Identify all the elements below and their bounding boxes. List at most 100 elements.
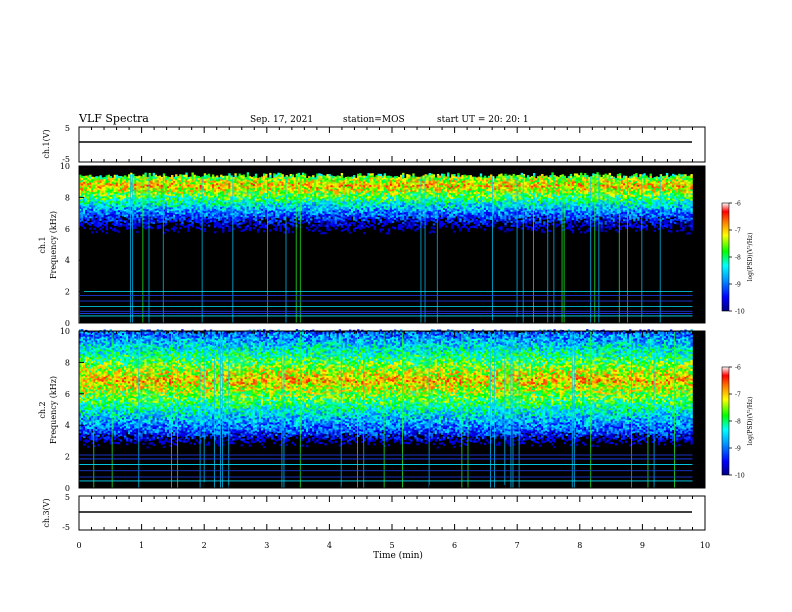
- spec1-cell: [433, 208, 435, 210]
- spec1-cell: [390, 219, 392, 221]
- spec1-cell: [212, 203, 214, 205]
- spec1-cell: [81, 215, 83, 217]
- spec1-cell: [322, 203, 324, 205]
- spec1-cell: [104, 205, 106, 207]
- spec1-cell: [324, 217, 326, 219]
- spec1-cell: [106, 207, 108, 209]
- spec1-cell: [290, 210, 292, 212]
- spec1-cell: [308, 197, 310, 199]
- spec1-cell: [292, 188, 294, 190]
- spec1-cell: [283, 184, 285, 186]
- spec1-cell: [204, 179, 206, 181]
- spec1-cell: [222, 178, 224, 180]
- spec1-cell: [359, 222, 361, 224]
- spec1-cell: [91, 180, 93, 182]
- spec1-cell: [114, 211, 116, 213]
- spec1-cell: [316, 194, 318, 196]
- spec1-cell: [459, 227, 461, 229]
- spec1-cell: [390, 189, 392, 191]
- spec1-cell: [324, 176, 326, 178]
- spec1-cell: [339, 202, 341, 204]
- spec1-cell: [308, 218, 310, 220]
- spec1-cell: [365, 189, 367, 191]
- spec1-cell: [320, 195, 322, 197]
- spec1-cell: [191, 191, 193, 193]
- spec1-cell: [369, 181, 371, 183]
- spec1-cell: [104, 201, 106, 203]
- spec1-cell: [179, 182, 181, 184]
- spec1-cell: [343, 199, 345, 201]
- spec1-cell: [175, 208, 177, 210]
- spec1-cell: [251, 213, 253, 215]
- spec1-cell: [101, 187, 103, 189]
- spec1-cell: [167, 201, 169, 203]
- spec1-cell: [367, 220, 369, 222]
- spec1-cell: [196, 198, 198, 200]
- spec1-cell: [236, 220, 238, 222]
- spec1-cell: [457, 201, 459, 203]
- spec1-cell: [106, 198, 108, 200]
- spec1-cell: [324, 208, 326, 210]
- spec1-cell: [275, 182, 277, 184]
- spec1-cell: [140, 191, 142, 193]
- spec1-cell: [398, 183, 400, 185]
- spec1-cell: [157, 219, 159, 221]
- spec1-cell: [351, 203, 353, 205]
- spec1-cell: [93, 224, 95, 226]
- spec1-cell: [427, 205, 429, 207]
- spec1-cell: [347, 197, 349, 199]
- spec1-cell: [398, 192, 400, 194]
- spec1-cell: [196, 187, 198, 189]
- spec1-cell: [120, 202, 122, 204]
- spec1-cell: [429, 205, 431, 207]
- spec1-cell: [128, 216, 130, 218]
- spec1-cell: [339, 216, 341, 218]
- spec1-cell: [328, 216, 330, 218]
- spec1-cell: [222, 210, 224, 212]
- spec1-cell: [189, 180, 191, 182]
- spec1-cell: [255, 176, 257, 178]
- spec1-cell: [392, 179, 394, 181]
- spec1-cell: [104, 213, 106, 215]
- spec1-cell: [165, 199, 167, 201]
- spec1-cell: [89, 214, 91, 216]
- spec1-cell: [318, 205, 320, 207]
- spec1-cell: [275, 225, 277, 227]
- spec1-cell: [122, 224, 124, 226]
- spec1-cell: [153, 209, 155, 211]
- spec1-cell: [380, 215, 382, 217]
- spec1-cell: [339, 182, 341, 184]
- spec1-cell: [110, 212, 112, 214]
- spec1-cell: [104, 196, 106, 198]
- spec1-cell: [275, 184, 277, 186]
- spec1-cell: [457, 198, 459, 200]
- spec1-cell: [198, 210, 200, 212]
- spec1-cell: [283, 177, 285, 179]
- spec1-cell: [394, 197, 396, 199]
- spec1-cell: [331, 176, 333, 178]
- spec1-cell: [263, 196, 265, 198]
- spec1-cell: [353, 228, 355, 230]
- spec1-cell: [271, 191, 273, 193]
- spec1-cell: [214, 190, 216, 192]
- spec1-cell: [320, 206, 322, 208]
- spec1-cell: [310, 190, 312, 192]
- spec1-cell: [275, 195, 277, 197]
- spec1-cell: [95, 195, 97, 197]
- spec1-cell: [312, 202, 314, 204]
- spec1-cell: [302, 216, 304, 218]
- spec1-cell: [314, 194, 316, 196]
- spec1-cell: [155, 209, 157, 211]
- spec1-cell: [457, 203, 459, 205]
- spec1-cell: [175, 218, 177, 220]
- spec1-cell: [351, 192, 353, 194]
- spec1-cell: [429, 209, 431, 211]
- spec1-cell: [151, 219, 153, 221]
- spec1-cell: [310, 186, 312, 188]
- spec1-cell: [345, 211, 347, 213]
- spec1-cell: [234, 175, 236, 177]
- spec1-cell: [175, 199, 177, 201]
- spec1-cell: [353, 224, 355, 226]
- spec1-cell: [110, 206, 112, 208]
- spec1-cell: [380, 219, 382, 221]
